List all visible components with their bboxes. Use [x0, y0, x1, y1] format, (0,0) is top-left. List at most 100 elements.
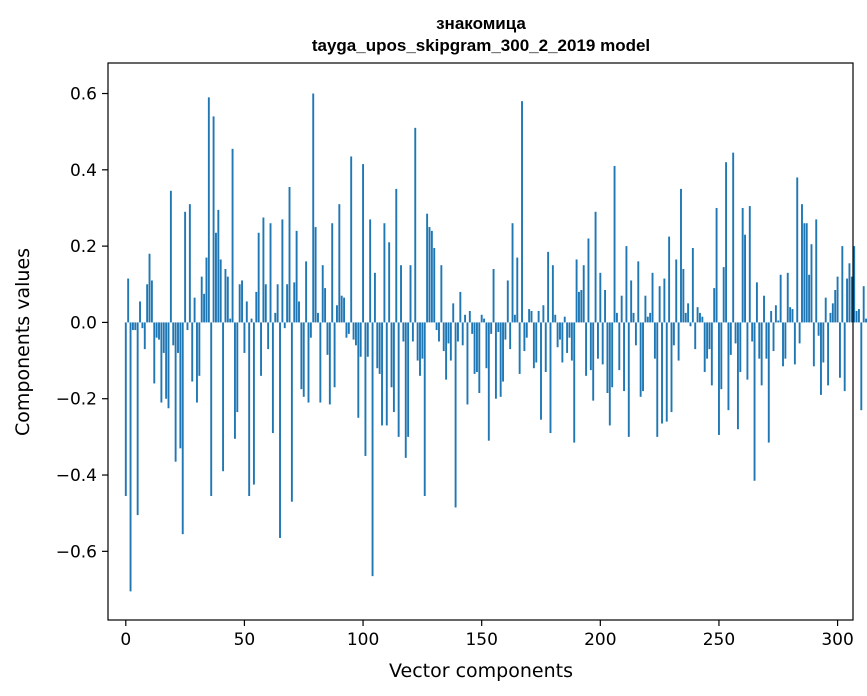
bar [492, 269, 495, 323]
bar [169, 190, 172, 323]
bar [464, 314, 467, 323]
bar [812, 322, 815, 367]
bar [530, 310, 533, 323]
bar [637, 261, 640, 323]
bar [231, 148, 234, 323]
bar [302, 322, 305, 397]
bar [295, 230, 298, 323]
bar [551, 265, 554, 323]
bar [134, 322, 137, 331]
bar [350, 156, 353, 323]
bar [748, 206, 751, 323]
bar [537, 310, 540, 323]
bar [326, 322, 329, 355]
bar [708, 322, 711, 350]
bar [699, 312, 701, 323]
bar [561, 322, 564, 363]
bar [594, 211, 597, 323]
bar [174, 322, 177, 462]
bar [312, 93, 315, 323]
bar [701, 316, 704, 323]
bar [649, 312, 652, 323]
bar [767, 322, 770, 443]
bar [528, 309, 531, 323]
bar [663, 278, 666, 323]
bar [725, 162, 728, 323]
bar [494, 322, 497, 399]
bar [834, 290, 837, 323]
bar [129, 322, 132, 592]
bar [480, 314, 483, 323]
bar [276, 284, 279, 323]
bar [784, 322, 787, 359]
bar [300, 322, 303, 390]
bar [293, 282, 296, 323]
bar [283, 322, 286, 329]
bar [252, 322, 255, 485]
bar [815, 219, 818, 323]
bar [682, 269, 685, 323]
bar [680, 188, 682, 323]
bar [435, 322, 438, 331]
bar [426, 213, 429, 323]
x-tick-label: 0 [120, 630, 131, 650]
bar [454, 322, 457, 508]
bar [585, 322, 588, 376]
bar [487, 322, 490, 441]
bar [582, 265, 585, 323]
bar [722, 267, 725, 323]
bar [710, 322, 713, 386]
bar [483, 318, 486, 323]
bar [336, 305, 338, 323]
bar [556, 322, 559, 348]
bar [124, 322, 127, 497]
bar [428, 227, 431, 323]
bar [760, 322, 763, 386]
bar [741, 207, 744, 323]
bar [388, 242, 391, 323]
bar [651, 272, 654, 323]
bar [400, 265, 402, 323]
bar [658, 286, 661, 323]
bar [286, 284, 289, 323]
bar [305, 261, 308, 323]
chart-title: знакомица [436, 14, 526, 33]
bar [580, 290, 583, 323]
bar [805, 223, 808, 323]
bar [430, 230, 433, 323]
bar [461, 322, 464, 346]
bar [466, 322, 469, 405]
bar [362, 164, 365, 323]
bar [433, 248, 436, 323]
bar [599, 272, 602, 323]
bar [179, 322, 182, 449]
bar [468, 310, 471, 323]
plot-frame [107, 62, 854, 621]
bar [366, 322, 369, 357]
bar [459, 291, 462, 323]
bar [229, 318, 232, 323]
bar [274, 312, 277, 323]
bar [402, 322, 405, 342]
bar [317, 312, 319, 323]
bar [177, 322, 179, 353]
bar [357, 322, 360, 418]
bar [644, 295, 647, 323]
bar [352, 322, 355, 340]
bar [136, 322, 139, 516]
y-tick-label: −0.2 [56, 390, 97, 410]
bar [672, 322, 675, 346]
bar [625, 246, 628, 323]
bar [779, 274, 782, 323]
bar [732, 152, 735, 323]
bar [345, 322, 348, 338]
bar [471, 322, 474, 334]
bar [597, 322, 599, 359]
bar [677, 322, 680, 361]
bar [782, 322, 784, 367]
bar [378, 322, 381, 374]
bar [687, 303, 690, 323]
bar [516, 257, 519, 323]
bar [824, 297, 827, 323]
bar [485, 322, 488, 369]
